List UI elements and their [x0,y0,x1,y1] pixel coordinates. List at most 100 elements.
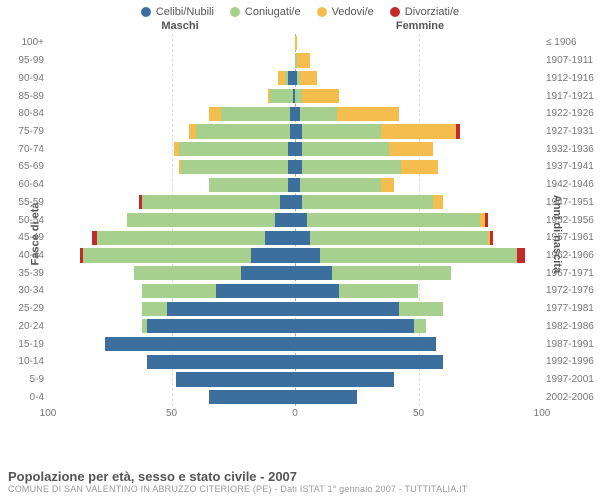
legend-label: Divorziati/e [405,6,459,18]
birth-label: 1952-1956 [546,215,598,226]
age-label: 40-44 [8,250,44,261]
birth-label: 1932-1936 [546,144,598,155]
segment [490,231,492,245]
segment [147,355,295,369]
birth-label: 1957-1961 [546,232,598,243]
bar-male [48,142,295,156]
segment [142,284,216,298]
age-label: 95-99 [8,55,44,66]
segment [270,89,292,103]
bar-female [295,337,542,351]
age-row: 85-891917-1921 [48,87,542,105]
age-row: 55-591947-1951 [48,193,542,211]
age-label: 45-49 [8,232,44,243]
segment [302,124,381,138]
segment [209,178,288,192]
segment [337,107,399,121]
segment [517,248,524,262]
bar-female [295,284,542,298]
legend-label: Celibi/Nubili [156,6,214,18]
birth-label: 1982-1986 [546,321,598,332]
segment [288,160,295,174]
pyramid-container: Celibi/Nubili Coniugati/e Vedovi/e Divorzia… [0,0,600,500]
segment [389,142,433,156]
bar-female [295,355,542,369]
legend-swatch [141,7,151,17]
segment [399,302,443,316]
age-label: 90-94 [8,73,44,84]
age-row: 60-641942-1946 [48,176,542,194]
bar-female [295,124,542,138]
segment [433,195,443,209]
segment [221,107,290,121]
bar-male [48,213,295,227]
age-row: 45-491957-1961 [48,229,542,247]
age-row: 90-941912-1916 [48,69,542,87]
birth-label: 1942-1946 [546,179,598,190]
bar-male [48,53,295,67]
segment [142,195,280,209]
birth-label: 1962-1966 [546,250,598,261]
segment [288,142,295,156]
birth-label: 1997-2001 [546,374,598,385]
segment [179,142,288,156]
bar-female [295,266,542,280]
age-label: 85-89 [8,91,44,102]
segment [265,231,295,245]
age-label: 5-9 [8,374,44,385]
chart-area: Fasce di età Anni di nascita 100+≤ 19069… [0,34,600,434]
birth-label: 1972-1976 [546,285,598,296]
legend-label: Vedovi/e [332,6,374,18]
bar-female [295,142,542,156]
legend-item: Coniugati/e [230,6,301,18]
legend-item: Celibi/Nubili [141,6,214,18]
segment [401,160,438,174]
segment [181,160,287,174]
bar-male [48,266,295,280]
bar-male [48,319,295,333]
segment [381,178,393,192]
birth-label: 2002-2006 [546,392,598,403]
segment [295,248,320,262]
segment [295,266,332,280]
x-tick: 100 [40,408,57,419]
bar-female [295,302,542,316]
birth-label: 1977-1981 [546,303,598,314]
bar-male [48,160,295,174]
segment [295,284,339,298]
birth-label: 1922-1926 [546,108,598,119]
bar-female [295,160,542,174]
header-male: Maschi [60,20,300,32]
segment [295,160,302,174]
age-label: 60-64 [8,179,44,190]
birth-label: 1967-1971 [546,268,598,279]
bar-female [295,248,542,262]
chart-subtitle: COMUNE DI SAN VALENTINO IN ABRUZZO CITER… [8,484,592,494]
segment [295,355,443,369]
segment [295,195,302,209]
age-row: 15-191987-1991 [48,335,542,353]
segment [209,107,221,121]
rows: 100+≤ 190695-991907-191190-941912-191685… [48,34,542,406]
bar-male [48,178,295,192]
segment [295,319,414,333]
age-row: 75-791927-1931 [48,123,542,141]
segment [105,337,295,351]
segment [297,53,309,67]
segment [332,266,451,280]
segment [381,124,455,138]
segment [302,160,401,174]
age-label: 55-59 [8,197,44,208]
age-row: 35-391967-1971 [48,264,542,282]
birth-label: 1912-1916 [546,73,598,84]
age-label: 75-79 [8,126,44,137]
bar-male [48,337,295,351]
segment [307,213,480,227]
segment [134,266,240,280]
segment [310,231,488,245]
bar-female [295,213,542,227]
bar-female [295,195,542,209]
age-row: 25-291977-1981 [48,300,542,318]
bar-male [48,390,295,404]
segment [127,213,275,227]
